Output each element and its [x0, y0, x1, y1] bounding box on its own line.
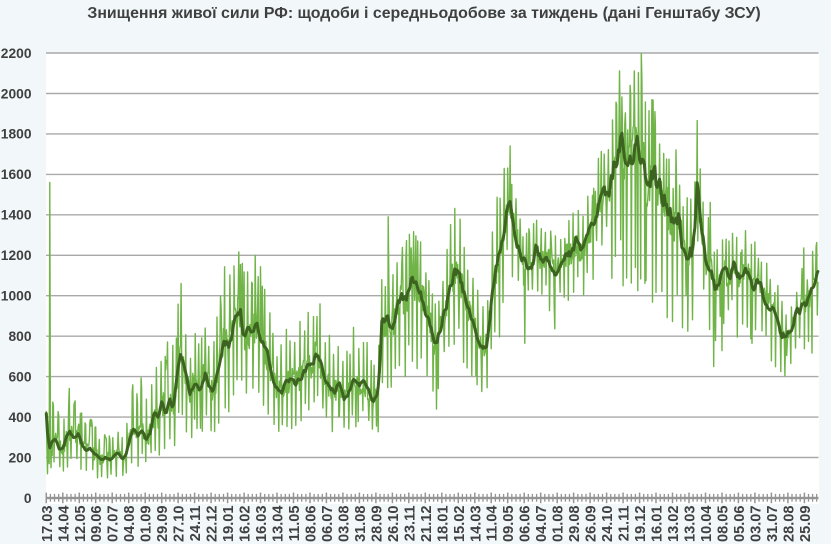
svg-text:14.03: 14.03 [468, 506, 484, 543]
svg-text:13.04: 13.04 [271, 505, 287, 542]
svg-text:400: 400 [8, 410, 31, 425]
svg-text:01.08: 01.08 [551, 506, 567, 543]
svg-text:29.08: 29.08 [567, 506, 583, 543]
svg-text:1200: 1200 [1, 248, 32, 263]
svg-text:04.08: 04.08 [122, 506, 138, 543]
svg-text:11.05: 11.05 [287, 506, 303, 542]
svg-text:1800: 1800 [1, 127, 32, 142]
svg-text:31.07: 31.07 [765, 506, 781, 543]
svg-text:06.07: 06.07 [320, 506, 336, 543]
svg-text:28.09: 28.09 [369, 506, 385, 543]
svg-text:24.11: 24.11 [188, 506, 204, 542]
svg-text:09.05: 09.05 [501, 506, 517, 543]
svg-text:12.05: 12.05 [73, 506, 89, 543]
svg-text:Знищення живої сили РФ: щодоби: Знищення живої сили РФ: щодоби і середнь… [87, 5, 760, 22]
svg-text:1400: 1400 [1, 208, 32, 223]
svg-text:16.03: 16.03 [254, 506, 270, 543]
svg-text:1600: 1600 [1, 167, 32, 182]
svg-text:08.06: 08.06 [304, 506, 320, 543]
svg-text:800: 800 [8, 329, 31, 344]
svg-text:600: 600 [8, 369, 31, 384]
svg-text:27.10: 27.10 [172, 506, 188, 543]
svg-text:1000: 1000 [1, 289, 32, 304]
svg-text:22.12: 22.12 [205, 506, 221, 543]
svg-text:16.01: 16.01 [650, 506, 666, 543]
svg-text:01.09: 01.09 [139, 506, 155, 543]
svg-text:21.12: 21.12 [419, 506, 435, 543]
svg-text:2200: 2200 [1, 46, 32, 61]
svg-text:15.02: 15.02 [452, 506, 468, 543]
svg-text:13.02: 13.02 [666, 506, 682, 543]
svg-text:19.01: 19.01 [221, 506, 237, 543]
svg-text:07.07: 07.07 [106, 506, 122, 543]
svg-text:0: 0 [24, 491, 32, 506]
svg-text:29.09: 29.09 [155, 506, 171, 543]
svg-text:31.08: 31.08 [353, 506, 369, 543]
svg-text:17.03: 17.03 [40, 506, 56, 543]
svg-text:04.07: 04.07 [534, 506, 550, 543]
svg-text:25.09: 25.09 [798, 506, 814, 543]
svg-text:26.10: 26.10 [386, 506, 402, 543]
svg-text:28.08: 28.08 [781, 506, 797, 543]
svg-text:08.05: 08.05 [716, 506, 732, 543]
svg-text:11.04: 11.04 [485, 505, 501, 542]
svg-text:24.10: 24.10 [600, 506, 616, 543]
svg-text:18.01: 18.01 [435, 506, 451, 543]
svg-text:06.06: 06.06 [518, 506, 534, 543]
svg-text:10.04: 10.04 [699, 505, 715, 542]
svg-text:200: 200 [8, 450, 31, 465]
svg-text:13.03: 13.03 [683, 506, 699, 543]
svg-text:03.07: 03.07 [748, 506, 764, 543]
svg-text:05.06: 05.06 [732, 506, 748, 543]
svg-text:19.12: 19.12 [633, 506, 649, 543]
svg-text:03.08: 03.08 [336, 506, 352, 543]
svg-text:2000: 2000 [1, 86, 32, 101]
svg-text:09.06: 09.06 [89, 506, 105, 543]
svg-text:21.11: 21.11 [617, 506, 633, 542]
svg-text:14.04: 14.04 [56, 505, 72, 542]
svg-text:23.11: 23.11 [402, 506, 418, 542]
svg-text:16.02: 16.02 [238, 506, 254, 543]
svg-text:26.09: 26.09 [584, 506, 600, 543]
